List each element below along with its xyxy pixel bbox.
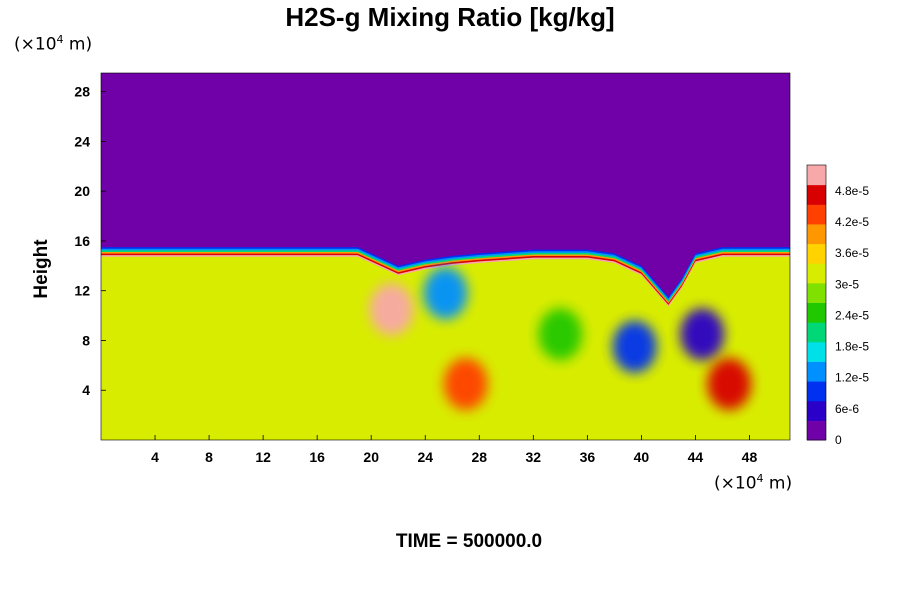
- colorbar-segment: [807, 263, 826, 284]
- heatmap-feature: [680, 308, 725, 361]
- x-tick-label: 28: [471, 449, 487, 465]
- x-tick-label: 36: [580, 449, 596, 465]
- x-tick-label: 32: [526, 449, 542, 465]
- colorbar-segment: [807, 243, 826, 264]
- colorbar-tick-label: 6e-6: [835, 402, 859, 416]
- heatmap-area: [101, 73, 790, 440]
- colorbar-segment: [807, 223, 826, 245]
- colorbar-segment: [807, 381, 826, 402]
- y-tick-label: 4: [82, 382, 90, 398]
- x-tick-label: 20: [363, 449, 379, 465]
- heatmap-feature: [369, 283, 414, 336]
- x-tick-label: 4: [151, 449, 159, 465]
- x-tick-label: 12: [255, 449, 271, 465]
- colorbar: 0 6e-6 1.2e-5 1.8e-5 2.4e-5 3e-5 3.6e-5 4.2e-5 4…: [806, 164, 869, 447]
- plot-frame: [100, 72, 791, 441]
- y-tick-label: 20: [74, 183, 90, 199]
- colorbar-tick-label: 1.8e-5: [835, 340, 869, 354]
- chart-title: H2S-g Mixing Ratio [kg/kg]: [285, 2, 615, 32]
- x-tick-label: 44: [688, 449, 704, 465]
- colorbar-segment: [807, 282, 826, 303]
- colorbar-segment: [807, 361, 826, 382]
- x-tick-label: 8: [205, 449, 213, 465]
- colorbar-frame: [806, 164, 827, 441]
- colorbar-segment: [807, 302, 826, 323]
- colorbar-tick-label: 2.4e-5: [835, 308, 869, 322]
- colorbar-segment: [807, 341, 826, 362]
- y-tick-label: 8: [82, 332, 90, 348]
- y-tick-label: 12: [74, 283, 90, 299]
- colorbar-tick-label: 4.8e-5: [835, 184, 869, 198]
- x-tick-label: 40: [634, 449, 650, 465]
- x-tick-label: 16: [309, 449, 325, 465]
- x-axis-ticks: 4 8 12 16 20 24 28 32 36 40 44 48: [151, 435, 757, 465]
- y-axis-unit: (×104 m): [14, 33, 92, 55]
- y-unit-suffix: m): [63, 34, 93, 55]
- colorbar-segment: [807, 165, 826, 186]
- y-unit-prefix: (×10: [14, 34, 57, 55]
- colorbar-segment: [807, 204, 826, 225]
- time-label: TIME = 500000.0: [395, 531, 543, 552]
- heatmap-feature: [538, 308, 583, 361]
- x-unit-exponent: 4: [756, 472, 764, 485]
- y-tick-label: 28: [74, 84, 90, 100]
- y-tick-label: 24: [74, 133, 90, 149]
- x-axis-unit: (×104 m): [714, 472, 792, 494]
- upper-layer: [101, 73, 790, 297]
- colorbar-tick-label: 3.6e-5: [835, 246, 869, 260]
- x-tick-label: 24: [417, 449, 433, 465]
- x-unit-suffix: m): [763, 473, 793, 494]
- y-tick-label: 16: [74, 233, 90, 249]
- y-unit-exponent: 4: [56, 33, 64, 46]
- colorbar-tick-label: 3e-5: [835, 277, 859, 291]
- colorbar-segment: [807, 420, 826, 441]
- y-axis-ticks: 4 8 12 16 20 24 28: [74, 84, 106, 398]
- colorbar-segment: [807, 400, 826, 421]
- x-unit-prefix: (×10: [714, 473, 757, 494]
- colorbar-segment: [807, 322, 826, 343]
- heatmap-feature: [443, 358, 488, 411]
- colorbar-tick-label: 0: [835, 433, 842, 447]
- colorbar-segment: [807, 184, 826, 205]
- colorbar-tick-label: 4.2e-5: [835, 215, 869, 229]
- heatmap-feature: [707, 358, 752, 411]
- heatmap-feature: [612, 320, 657, 373]
- colorbar-tick-label: 1.2e-5: [835, 371, 869, 385]
- heatmap-feature: [423, 267, 468, 320]
- x-tick-label: 48: [742, 449, 758, 465]
